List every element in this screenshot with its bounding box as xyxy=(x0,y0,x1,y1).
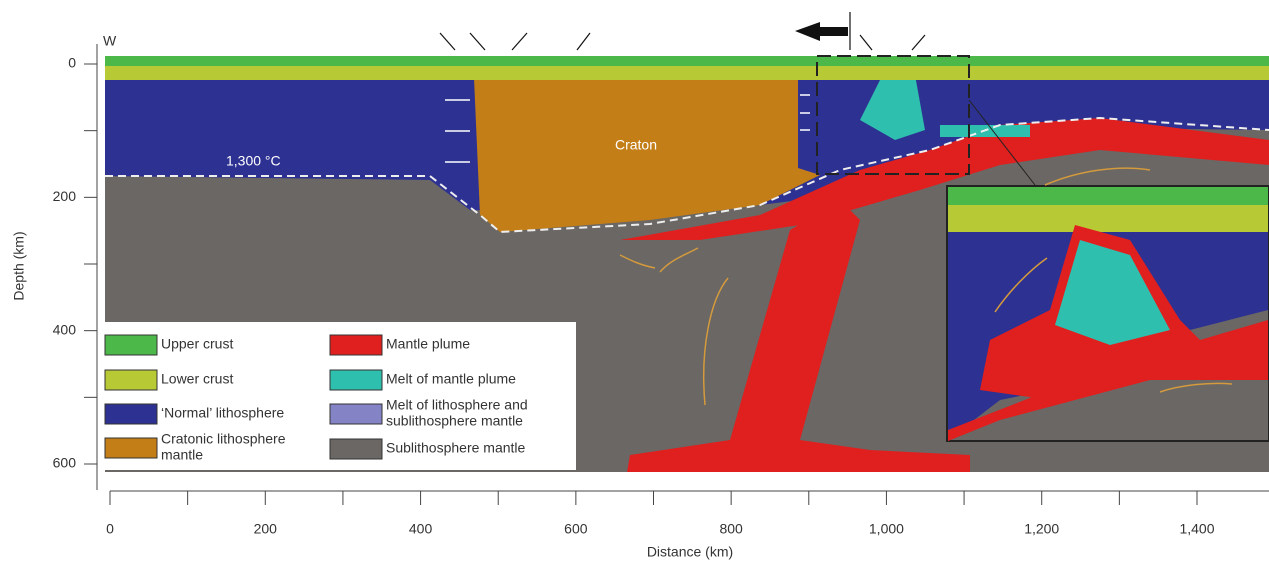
y-tick-label: 400 xyxy=(53,321,77,337)
figure: Upper crust Lower crust ‘Normal’ lithosphe… xyxy=(0,0,1269,566)
legend-swatch xyxy=(105,335,157,355)
x-tick-label: 200 xyxy=(254,521,278,537)
legend-label: sublithosphere mantle xyxy=(386,413,523,429)
y-axis-title: Depth (km) xyxy=(11,231,27,300)
x-axis-title: Distance (km) xyxy=(647,544,733,560)
x-tick-label: 1,200 xyxy=(1024,521,1059,537)
legend-swatch xyxy=(105,370,157,390)
x-tick-label: 1,400 xyxy=(1179,521,1214,537)
x-tick-label: 400 xyxy=(409,521,433,537)
legend-swatch xyxy=(330,370,382,390)
legend-label: Sublithosphere mantle xyxy=(386,440,526,456)
x-tick-label: 1,000 xyxy=(869,521,904,537)
legend-label: Melt of mantle plume xyxy=(386,371,516,387)
y-tick-label: 600 xyxy=(53,455,77,471)
legend-swatch xyxy=(330,439,382,459)
west-label: W xyxy=(103,33,117,49)
y-tick-label: 0 xyxy=(68,55,76,71)
legend-label: ‘Normal’ lithosphere xyxy=(161,405,284,421)
legend-label: mantle xyxy=(161,447,203,463)
legend-label: Lower crust xyxy=(161,371,233,387)
legend-label: Melt of lithosphere and xyxy=(386,397,528,413)
legend-swatch xyxy=(105,438,157,458)
x-tick-label: 0 xyxy=(106,521,114,537)
legend-swatch xyxy=(330,335,382,355)
craton-label: Craton xyxy=(615,137,657,153)
y-tick-label: 200 xyxy=(53,188,77,204)
x-tick-label: 800 xyxy=(719,521,743,537)
isotherm-label: 1,300 °C xyxy=(226,153,281,169)
legend-swatch xyxy=(105,404,157,424)
legend-swatch xyxy=(330,404,382,424)
x-tick-label: 600 xyxy=(564,521,588,537)
legend-label: Mantle plume xyxy=(386,336,470,352)
legend-label: Upper crust xyxy=(161,336,233,352)
legend-label: Cratonic lithosphere xyxy=(161,431,286,447)
